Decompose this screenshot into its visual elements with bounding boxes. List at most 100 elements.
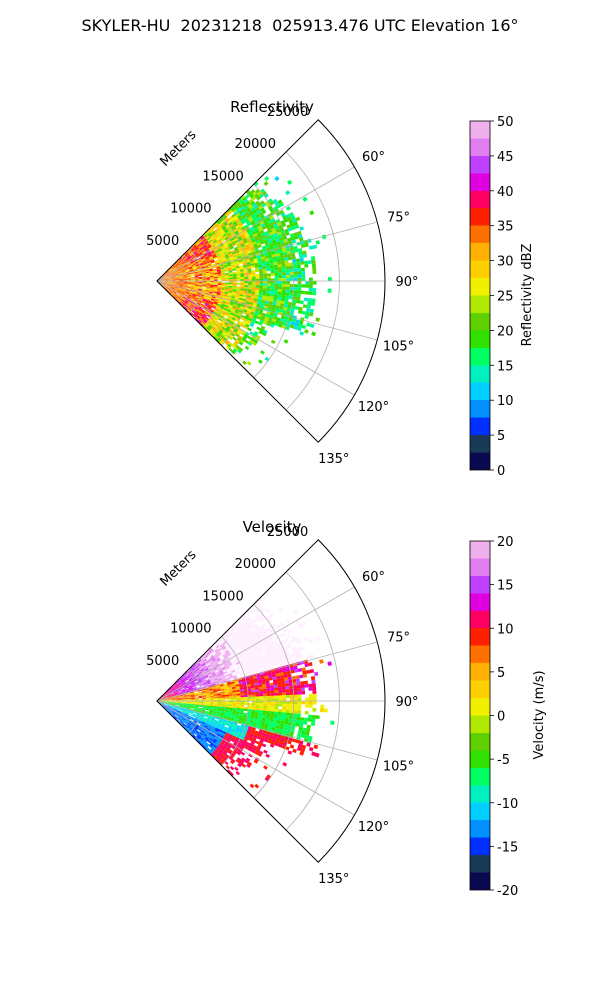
field-cell [222, 635, 228, 640]
field-cell [233, 279, 237, 281]
field-cell [234, 260, 239, 264]
field-cell [171, 266, 176, 270]
field-cell [296, 681, 301, 686]
field-cell [275, 658, 280, 663]
field-cell [160, 702, 165, 704]
field-cell [293, 271, 298, 275]
field-cell [274, 695, 279, 699]
field-cell [224, 710, 229, 713]
field-cell [229, 650, 235, 655]
field-cell [198, 307, 202, 311]
field-cell [218, 729, 223, 733]
field-cell [190, 284, 195, 287]
field-cell [252, 202, 257, 208]
field-cell [193, 307, 197, 311]
field-cell [187, 676, 192, 680]
field-cell [287, 740, 292, 745]
field-cell [238, 341, 244, 346]
field-cell [207, 326, 212, 330]
field-cell [210, 718, 215, 722]
field-cell [224, 642, 229, 647]
field-cell [182, 286, 187, 289]
field-cell [193, 313, 198, 317]
field-cell [196, 316, 200, 320]
field-cell [266, 731, 271, 735]
field-cell [240, 306, 245, 310]
field-cell [191, 262, 196, 266]
field-cell [257, 679, 262, 683]
field-cell [214, 743, 219, 747]
field-cell [171, 705, 176, 707]
field-cell [227, 227, 232, 232]
field-cell [259, 658, 264, 663]
field-cell [245, 301, 250, 305]
field-cell [195, 253, 199, 257]
field-cell [164, 277, 168, 279]
field-cell [160, 277, 164, 280]
field-cell [244, 736, 249, 740]
field-cell [185, 689, 190, 692]
field-cell [173, 683, 177, 686]
field-cell [195, 701, 199, 703]
field-cell [275, 673, 280, 677]
field-cell [216, 338, 221, 343]
field-cell [285, 706, 290, 710]
field-cell [168, 290, 173, 293]
field-cell [240, 234, 245, 238]
field-cell [177, 688, 181, 691]
field-cell [183, 677, 188, 681]
field-cell [219, 648, 224, 653]
field-cell [240, 243, 246, 247]
field-cell [223, 241, 228, 245]
field-cell [191, 248, 195, 252]
field-cell [189, 300, 193, 304]
field-cell [266, 685, 271, 689]
field-cell [247, 191, 253, 197]
field-cell [184, 678, 189, 682]
field-cell [186, 706, 191, 708]
field-cell [174, 692, 179, 695]
field-cell [194, 278, 199, 280]
field-cell [278, 269, 283, 273]
field-cell [237, 322, 242, 326]
field-cell [286, 323, 291, 328]
field-cell [245, 654, 250, 659]
field-cell [255, 269, 260, 273]
field-cell [251, 291, 256, 295]
field-cell [285, 272, 290, 276]
field-cell [209, 273, 214, 275]
field-cell [249, 654, 254, 659]
field-cell [234, 631, 239, 636]
field-cell [236, 640, 242, 645]
field-cell [176, 266, 180, 269]
field-cell [247, 287, 252, 290]
field-cell [203, 246, 208, 250]
field-cell [284, 721, 289, 725]
field-cell [210, 670, 215, 674]
field-cell [188, 671, 192, 675]
field-cell [168, 698, 172, 700]
field-cell [192, 685, 197, 688]
field-cell [227, 727, 232, 731]
field-cell [300, 261, 305, 265]
field-cell [263, 648, 268, 653]
field-cell [240, 218, 245, 223]
field-cell [258, 714, 263, 718]
field-cell [164, 279, 169, 280]
field-cell [202, 680, 207, 683]
field-cell [187, 303, 191, 307]
field-cell [173, 709, 178, 712]
field-cell [197, 678, 202, 682]
field-cell [220, 265, 224, 268]
field-cell [232, 623, 237, 628]
field-cell [229, 732, 234, 736]
field-cell [265, 678, 270, 682]
field-cell [200, 655, 204, 659]
field-cell [245, 244, 250, 248]
field-cell [268, 613, 274, 619]
field-cell [266, 235, 271, 240]
field-cell [205, 248, 210, 252]
field-cell [177, 269, 182, 272]
field-cell [252, 233, 258, 237]
field-cell [251, 272, 256, 275]
